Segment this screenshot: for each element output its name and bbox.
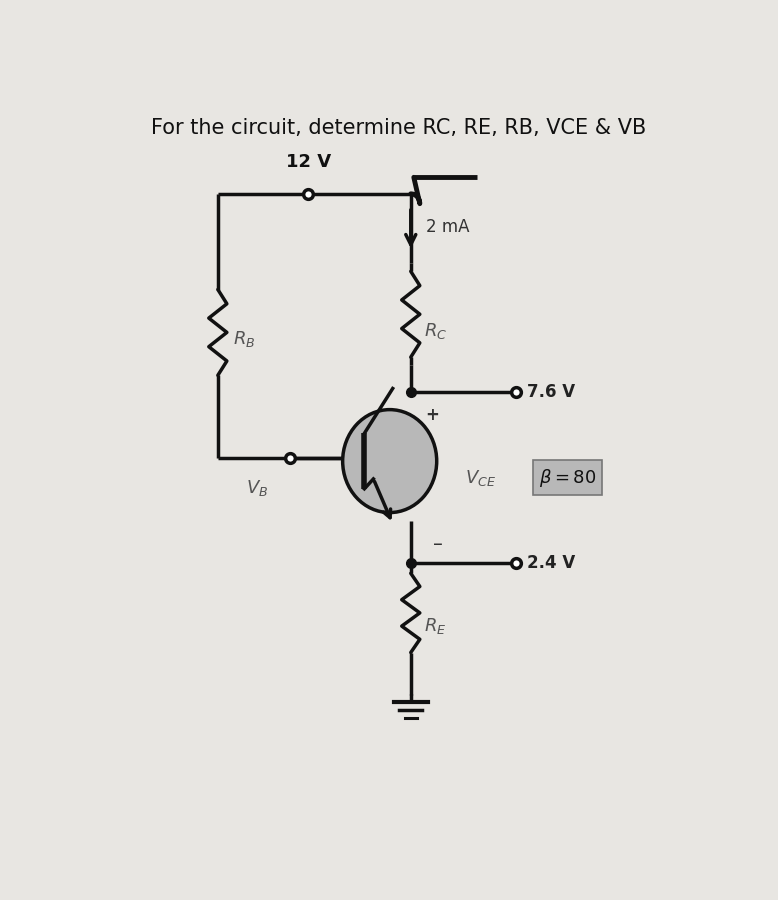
Text: $R_C$: $R_C$ bbox=[424, 320, 447, 341]
Text: For the circuit, determine RC, RE, RB, VCE & VB: For the circuit, determine RC, RE, RB, V… bbox=[151, 118, 647, 138]
Text: 2 mA: 2 mA bbox=[426, 218, 469, 236]
Text: $R_E$: $R_E$ bbox=[424, 616, 447, 636]
Text: $\beta = 80$: $\beta = 80$ bbox=[539, 466, 596, 489]
Text: 12 V: 12 V bbox=[286, 153, 331, 171]
Text: 2.4 V: 2.4 V bbox=[527, 554, 575, 572]
Text: –: – bbox=[433, 536, 443, 554]
Text: +: + bbox=[425, 406, 439, 424]
Text: $V_{CE}$: $V_{CE}$ bbox=[465, 468, 496, 488]
Text: 7.6 V: 7.6 V bbox=[527, 382, 575, 400]
Text: $R_B$: $R_B$ bbox=[233, 329, 255, 349]
Circle shape bbox=[342, 410, 436, 513]
Text: $V_B$: $V_B$ bbox=[246, 478, 268, 498]
